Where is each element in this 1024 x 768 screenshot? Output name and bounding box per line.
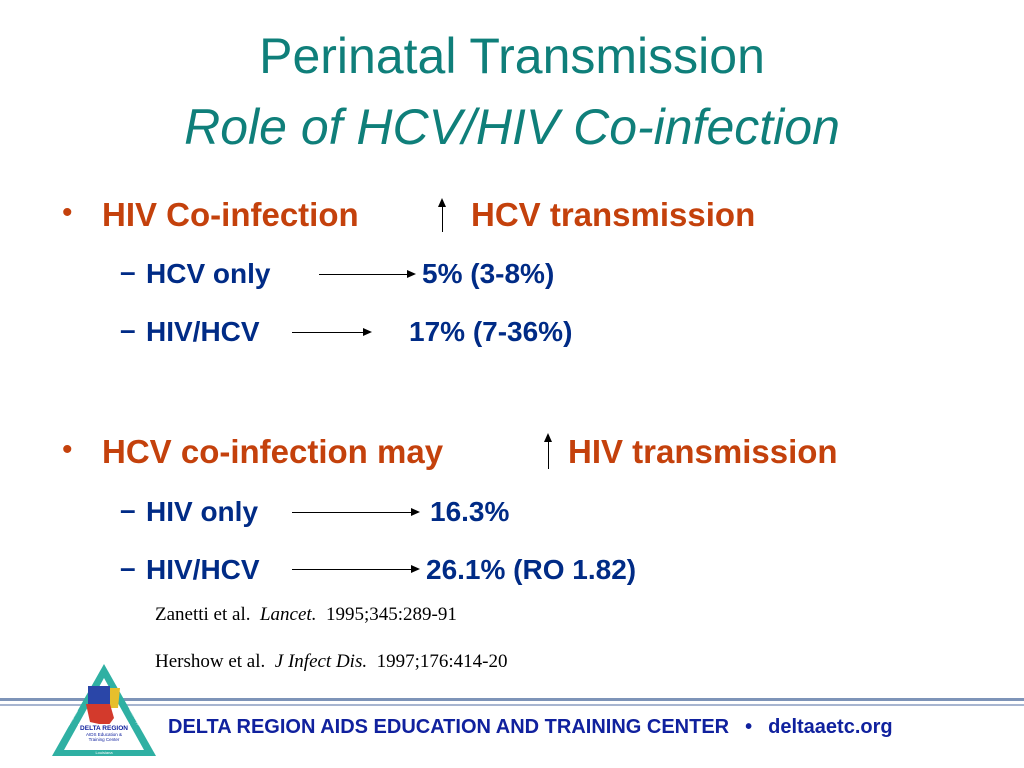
section1-item2-value: 17% (7-36%) bbox=[409, 316, 573, 347]
citation-authors: Hershow et al. bbox=[155, 651, 266, 672]
slide-title: Perinatal Transmission bbox=[259, 28, 765, 84]
logo-sub1: AIDS Education & bbox=[86, 732, 122, 737]
citation-journal: J Infect Dis. bbox=[274, 651, 368, 672]
section2-item1-value: 16.3% bbox=[430, 496, 510, 527]
right-arrow-icon bbox=[292, 508, 420, 516]
section1-left-text: HIV Co-infection bbox=[102, 196, 359, 233]
footer-divider bbox=[0, 698, 1024, 701]
logo-state-bottom: Louisiana bbox=[95, 750, 113, 755]
bullet-marker: • bbox=[62, 196, 73, 229]
footer-bar: DELTA REGION AIDS EDUCATION AND TRAINING… bbox=[168, 716, 968, 739]
citation: Hershow et al. J Infect Dis. 1997;176:41… bbox=[155, 651, 508, 673]
section1-right-text: HCV transmission bbox=[471, 196, 756, 233]
increase-arrow-icon bbox=[544, 433, 552, 469]
dash-marker: – bbox=[120, 552, 136, 583]
section1-item1-value: 5% (3-8%) bbox=[422, 258, 555, 289]
section2-right-text: HIV transmission bbox=[568, 433, 838, 470]
slide-subtitle: Role of HCV/HIV Co-infection bbox=[184, 99, 840, 155]
delta-region-logo: DELTA REGION AIDS Education & Training C… bbox=[52, 664, 156, 756]
section2-item2-value: 26.1% (RO 1.82) bbox=[426, 554, 637, 585]
section2-left-text: HCV co-infection may bbox=[102, 433, 444, 470]
citation-authors: Zanetti et al. bbox=[155, 604, 251, 625]
dash-marker: – bbox=[120, 314, 136, 345]
footer-org: DELTA REGION AIDS EDUCATION AND TRAINING… bbox=[168, 716, 730, 738]
section1-item1-label: HCV only bbox=[146, 258, 271, 289]
citation-reference: 1995;345:289-91 bbox=[325, 604, 457, 625]
dash-marker: – bbox=[120, 494, 136, 525]
footer-site-link[interactable]: deltaaetc.org bbox=[768, 716, 893, 738]
right-arrow-icon bbox=[319, 270, 416, 278]
footer-separator: • bbox=[745, 716, 753, 738]
section2-item2-label: HIV/HCV bbox=[146, 554, 260, 585]
right-arrow-icon bbox=[292, 565, 420, 573]
right-arrow-icon bbox=[292, 328, 372, 336]
logo-name: DELTA REGION bbox=[80, 725, 128, 732]
citation-journal: Lancet. bbox=[259, 604, 317, 625]
section2-item1-label: HIV only bbox=[146, 496, 259, 527]
bullet-marker: • bbox=[62, 433, 73, 466]
logo-sub2: Training Center bbox=[89, 737, 120, 742]
increase-arrow-icon bbox=[438, 198, 446, 232]
section1-item2-label: HIV/HCV bbox=[146, 316, 260, 347]
dash-marker: – bbox=[120, 256, 136, 287]
citation-reference: 1997;176:414-20 bbox=[376, 651, 508, 672]
footer-divider bbox=[0, 704, 1024, 706]
citation: Zanetti et al. Lancet. 1995;345:289-91 bbox=[155, 604, 457, 626]
